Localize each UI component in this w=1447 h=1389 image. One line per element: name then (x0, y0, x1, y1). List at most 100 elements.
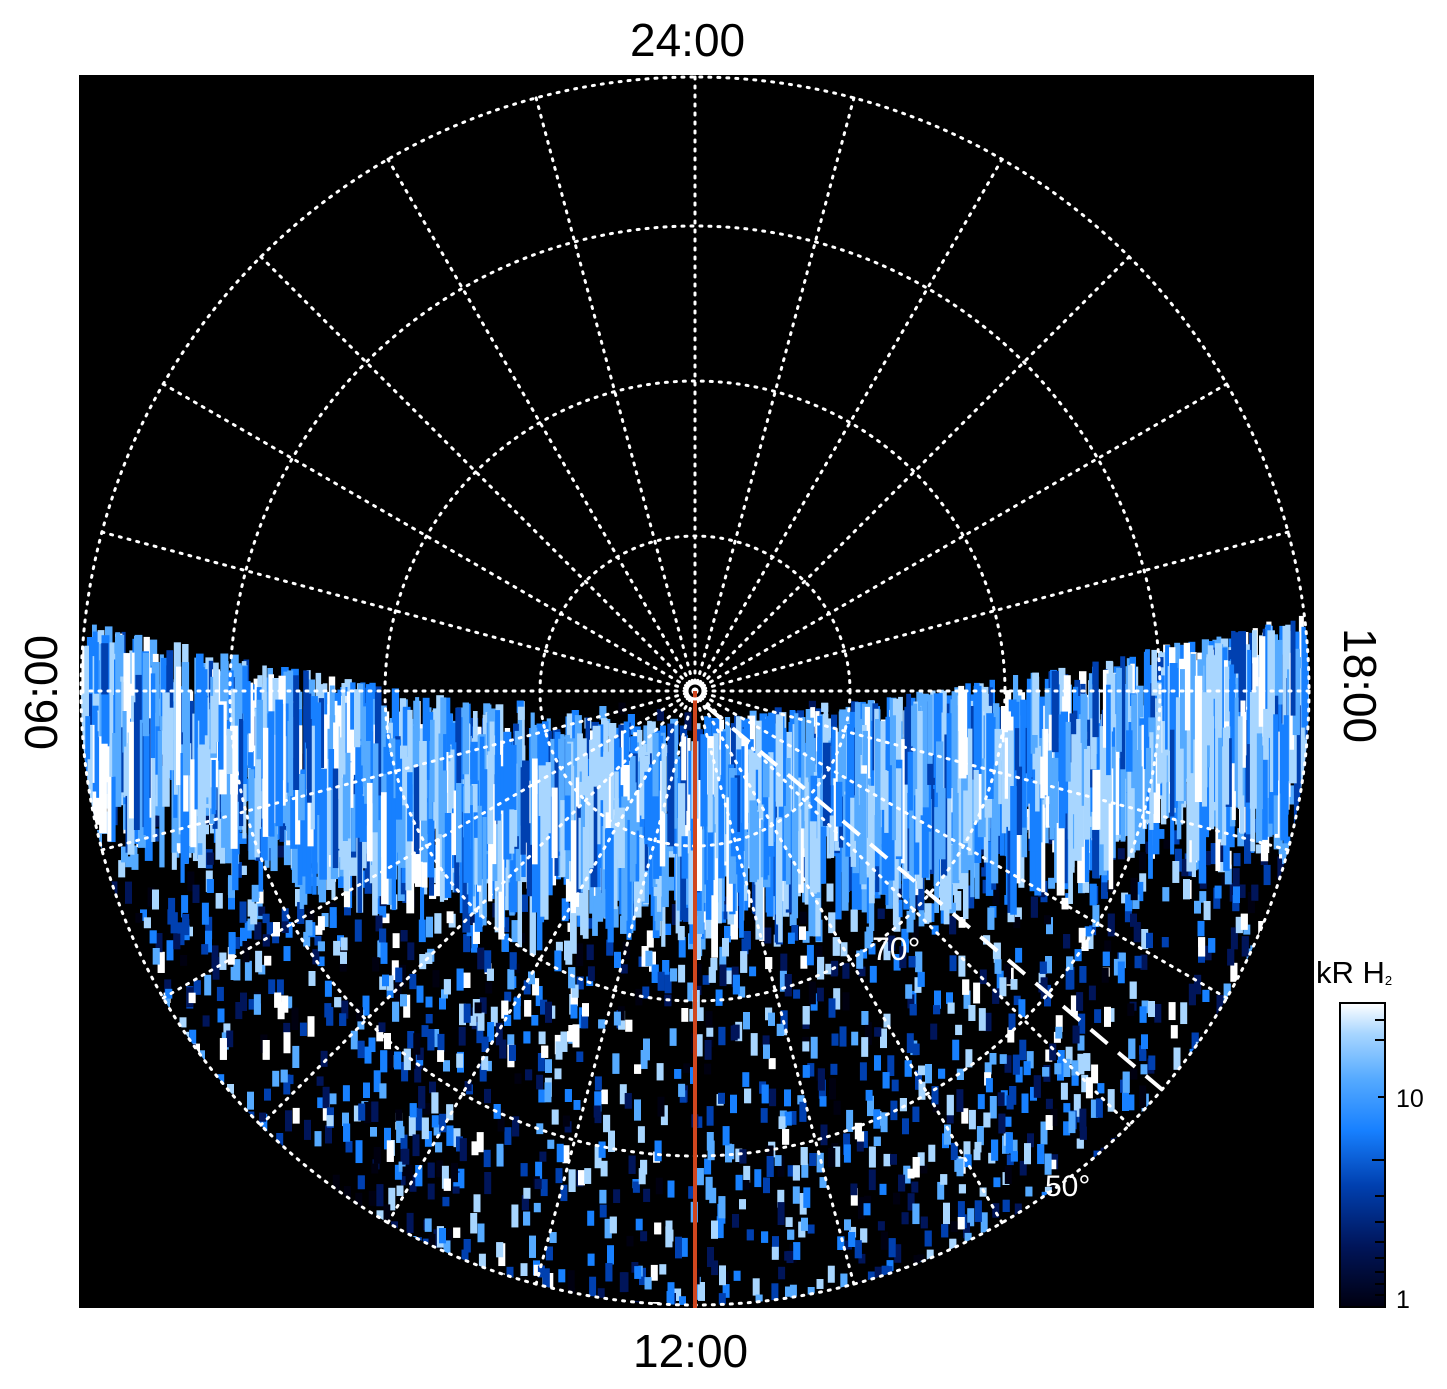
emission-pixel (1066, 956, 1074, 970)
emission-pixel (850, 909, 858, 932)
emission-pixel (181, 895, 189, 918)
emission-pixel (792, 1165, 800, 1181)
emission-pixel (285, 921, 293, 938)
emission-pixel (425, 1014, 433, 1024)
emission-pixel (718, 1293, 726, 1305)
emission-pixel (976, 1126, 984, 1146)
emission-pixel (173, 933, 181, 950)
emission-pixel (620, 964, 628, 974)
emission-pixel (815, 945, 823, 960)
emission-pixel (742, 1072, 750, 1087)
emission-pixel (152, 808, 160, 827)
emission-pixel (943, 1202, 950, 1225)
emission-pixel (1025, 1186, 1033, 1197)
emission-pixel (545, 1246, 553, 1261)
emission-pixel (999, 1054, 1007, 1064)
emission-pixel (1046, 917, 1053, 935)
emission-pixel (729, 1308, 736, 1324)
emission-pixel (567, 1031, 574, 1042)
emission-pixel (554, 950, 562, 972)
emission-pixel (594, 1076, 602, 1091)
emission-pixel (586, 944, 594, 961)
emission-pixel (1161, 937, 1169, 948)
emission-pixel (479, 1063, 487, 1082)
emission-pixel (738, 986, 746, 998)
emission-pixel (226, 1030, 234, 1048)
auroral-streak (402, 706, 411, 771)
emission-pixel (946, 1114, 954, 1124)
emission-pixel (974, 1141, 982, 1153)
emission-pixel (382, 974, 389, 987)
emission-pixel (463, 938, 471, 952)
emission-pixel (501, 933, 509, 952)
emission-pixel (911, 1181, 919, 1193)
emission-pixel (512, 1116, 520, 1137)
emission-pixel (1139, 1045, 1146, 1055)
emission-pixel (832, 937, 840, 956)
emission-pixel (1078, 1013, 1086, 1034)
emission-pixel (674, 1069, 682, 1079)
emission-pixel (957, 1217, 965, 1230)
emission-pixel (551, 1307, 558, 1329)
emission-pixel (474, 1002, 482, 1014)
emission-pixel (764, 927, 772, 944)
emission-pixel (425, 996, 433, 1008)
emission-pixel (370, 1127, 377, 1137)
emission-pixel (941, 1224, 949, 1238)
emission-pixel (743, 1012, 750, 1030)
emission-pixel (926, 1249, 934, 1262)
emission-pixel (376, 1184, 384, 1207)
emission-pixel (1044, 915, 1051, 925)
emission-pixel (643, 1188, 651, 1202)
emission-pixel (850, 1188, 858, 1206)
emission-pixel (642, 986, 650, 999)
emission-pixel (152, 889, 159, 910)
emission-pixel (1117, 848, 1125, 860)
emission-pixel (973, 1149, 981, 1161)
emission-pixel (743, 931, 751, 950)
emission-pixel (719, 946, 727, 967)
emission-pixel (355, 1192, 363, 1208)
emission-pixel (958, 955, 966, 977)
emission-pixel (998, 1113, 1006, 1134)
emission-pixel (166, 940, 174, 961)
emission-pixel (541, 1045, 549, 1058)
emission-pixel (372, 957, 380, 972)
emission-pixel (594, 1146, 602, 1169)
emission-pixel (1068, 1111, 1076, 1134)
emission-pixel (907, 1168, 915, 1179)
emission-pixel (1216, 995, 1224, 1017)
emission-pixel (787, 1165, 795, 1177)
emission-pixel (985, 1078, 993, 1093)
emission-pixel (1078, 927, 1086, 943)
emission-pixel (965, 1049, 973, 1068)
emission-pixel (1172, 861, 1180, 883)
emission-pixel (734, 905, 742, 929)
emission-pixel (799, 911, 807, 924)
emission-pixel (873, 1136, 881, 1146)
emission-pixel (693, 1276, 701, 1300)
emission-pixel (1086, 933, 1094, 950)
emission-pixel (833, 1100, 841, 1115)
emission-pixel (949, 955, 957, 972)
emission-pixel (696, 1168, 704, 1186)
emission-pixel (741, 1306, 748, 1319)
emission-pixel (1027, 1133, 1034, 1148)
emission-pixel (464, 1081, 472, 1092)
emission-pixel (427, 1183, 435, 1200)
emission-pixel (463, 1003, 471, 1023)
emission-pixel (394, 1164, 402, 1180)
emission-pixel (983, 1112, 991, 1128)
emission-pixel (1054, 1063, 1062, 1075)
emission-pixel (524, 1000, 532, 1017)
emission-pixel (386, 1051, 394, 1069)
emission-pixel (281, 995, 289, 1013)
emission-pixel (1162, 887, 1170, 902)
emission-pixel (414, 1068, 422, 1083)
emission-pixel (578, 1170, 585, 1186)
emission-pixel (409, 973, 417, 990)
emission-pixel (826, 883, 834, 902)
emission-pixel (394, 1051, 402, 1070)
emission-pixel (1208, 938, 1216, 953)
emission-pixel (907, 994, 915, 1009)
